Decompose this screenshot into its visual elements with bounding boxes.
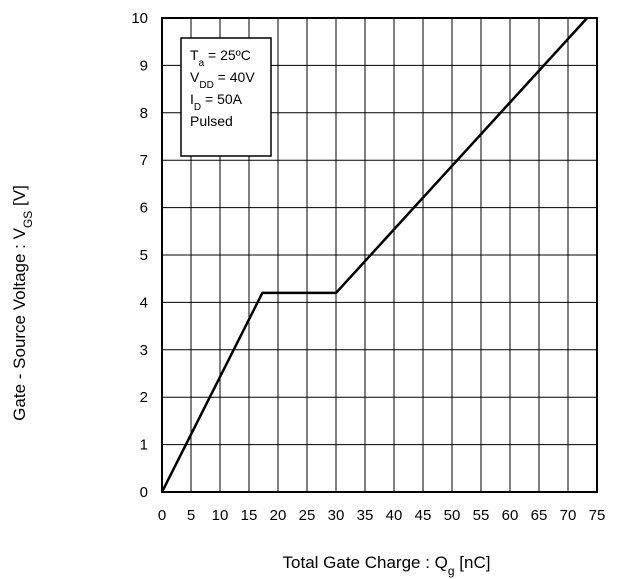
y-tick-label: 8 [140, 105, 148, 122]
x-tick-label: 10 [212, 507, 229, 524]
series-line [160, 17, 589, 493]
condition-line: Pulsed [190, 113, 233, 129]
x-tick-label: 55 [473, 507, 490, 524]
y-tick-label: 0 [140, 484, 148, 501]
y-tick-label: 9 [140, 57, 148, 74]
x-tick-label: 50 [444, 507, 461, 524]
y-axis-label: Gate - Source Voltage : VGS [V] [10, 185, 35, 421]
condition-line: ID = 50A [190, 91, 243, 113]
y-tick-label: 1 [140, 437, 148, 454]
conditions-box-frame [180, 37, 272, 157]
x-tick-label: 75 [589, 507, 606, 524]
x-tick-label: 5 [187, 507, 195, 524]
x-tick-label: 35 [357, 507, 374, 524]
x-tick-label: 45 [415, 507, 432, 524]
grid [161, 17, 598, 493]
x-tick-label: 20 [270, 507, 287, 524]
x-tick-label: 70 [560, 507, 577, 524]
plot-frame [161, 17, 598, 493]
x-tick-label: 30 [328, 507, 345, 524]
x-tick-label: 65 [531, 507, 548, 524]
condition-line: Ta = 25ºC [190, 47, 251, 69]
x-tick-label: 60 [502, 507, 519, 524]
y-tick-label: 3 [140, 342, 148, 359]
y-tick-label: 6 [140, 200, 148, 217]
y-tick-label: 2 [140, 389, 148, 406]
condition-line: VDD = 40V [190, 69, 255, 91]
y-tick-label: 7 [140, 152, 148, 169]
y-tick-label: 4 [140, 294, 148, 311]
y-tick-label: 5 [140, 247, 148, 264]
x-tick-label: 0 [158, 507, 166, 524]
y-tick-labels: 0 1 2 3 4 5 6 7 8 9 10 [131, 10, 148, 501]
y-tick-label: 10 [131, 10, 148, 27]
x-tick-label: 15 [241, 507, 258, 524]
x-axis-label: Total Gate Charge : Qg [nC] [283, 553, 491, 578]
x-tick-labels: 0 5 10 15 20 25 30 35 40 45 50 55 60 65 70 75 [158, 507, 606, 524]
x-tick-label: 40 [386, 507, 403, 524]
x-tick-label: 25 [299, 507, 316, 524]
